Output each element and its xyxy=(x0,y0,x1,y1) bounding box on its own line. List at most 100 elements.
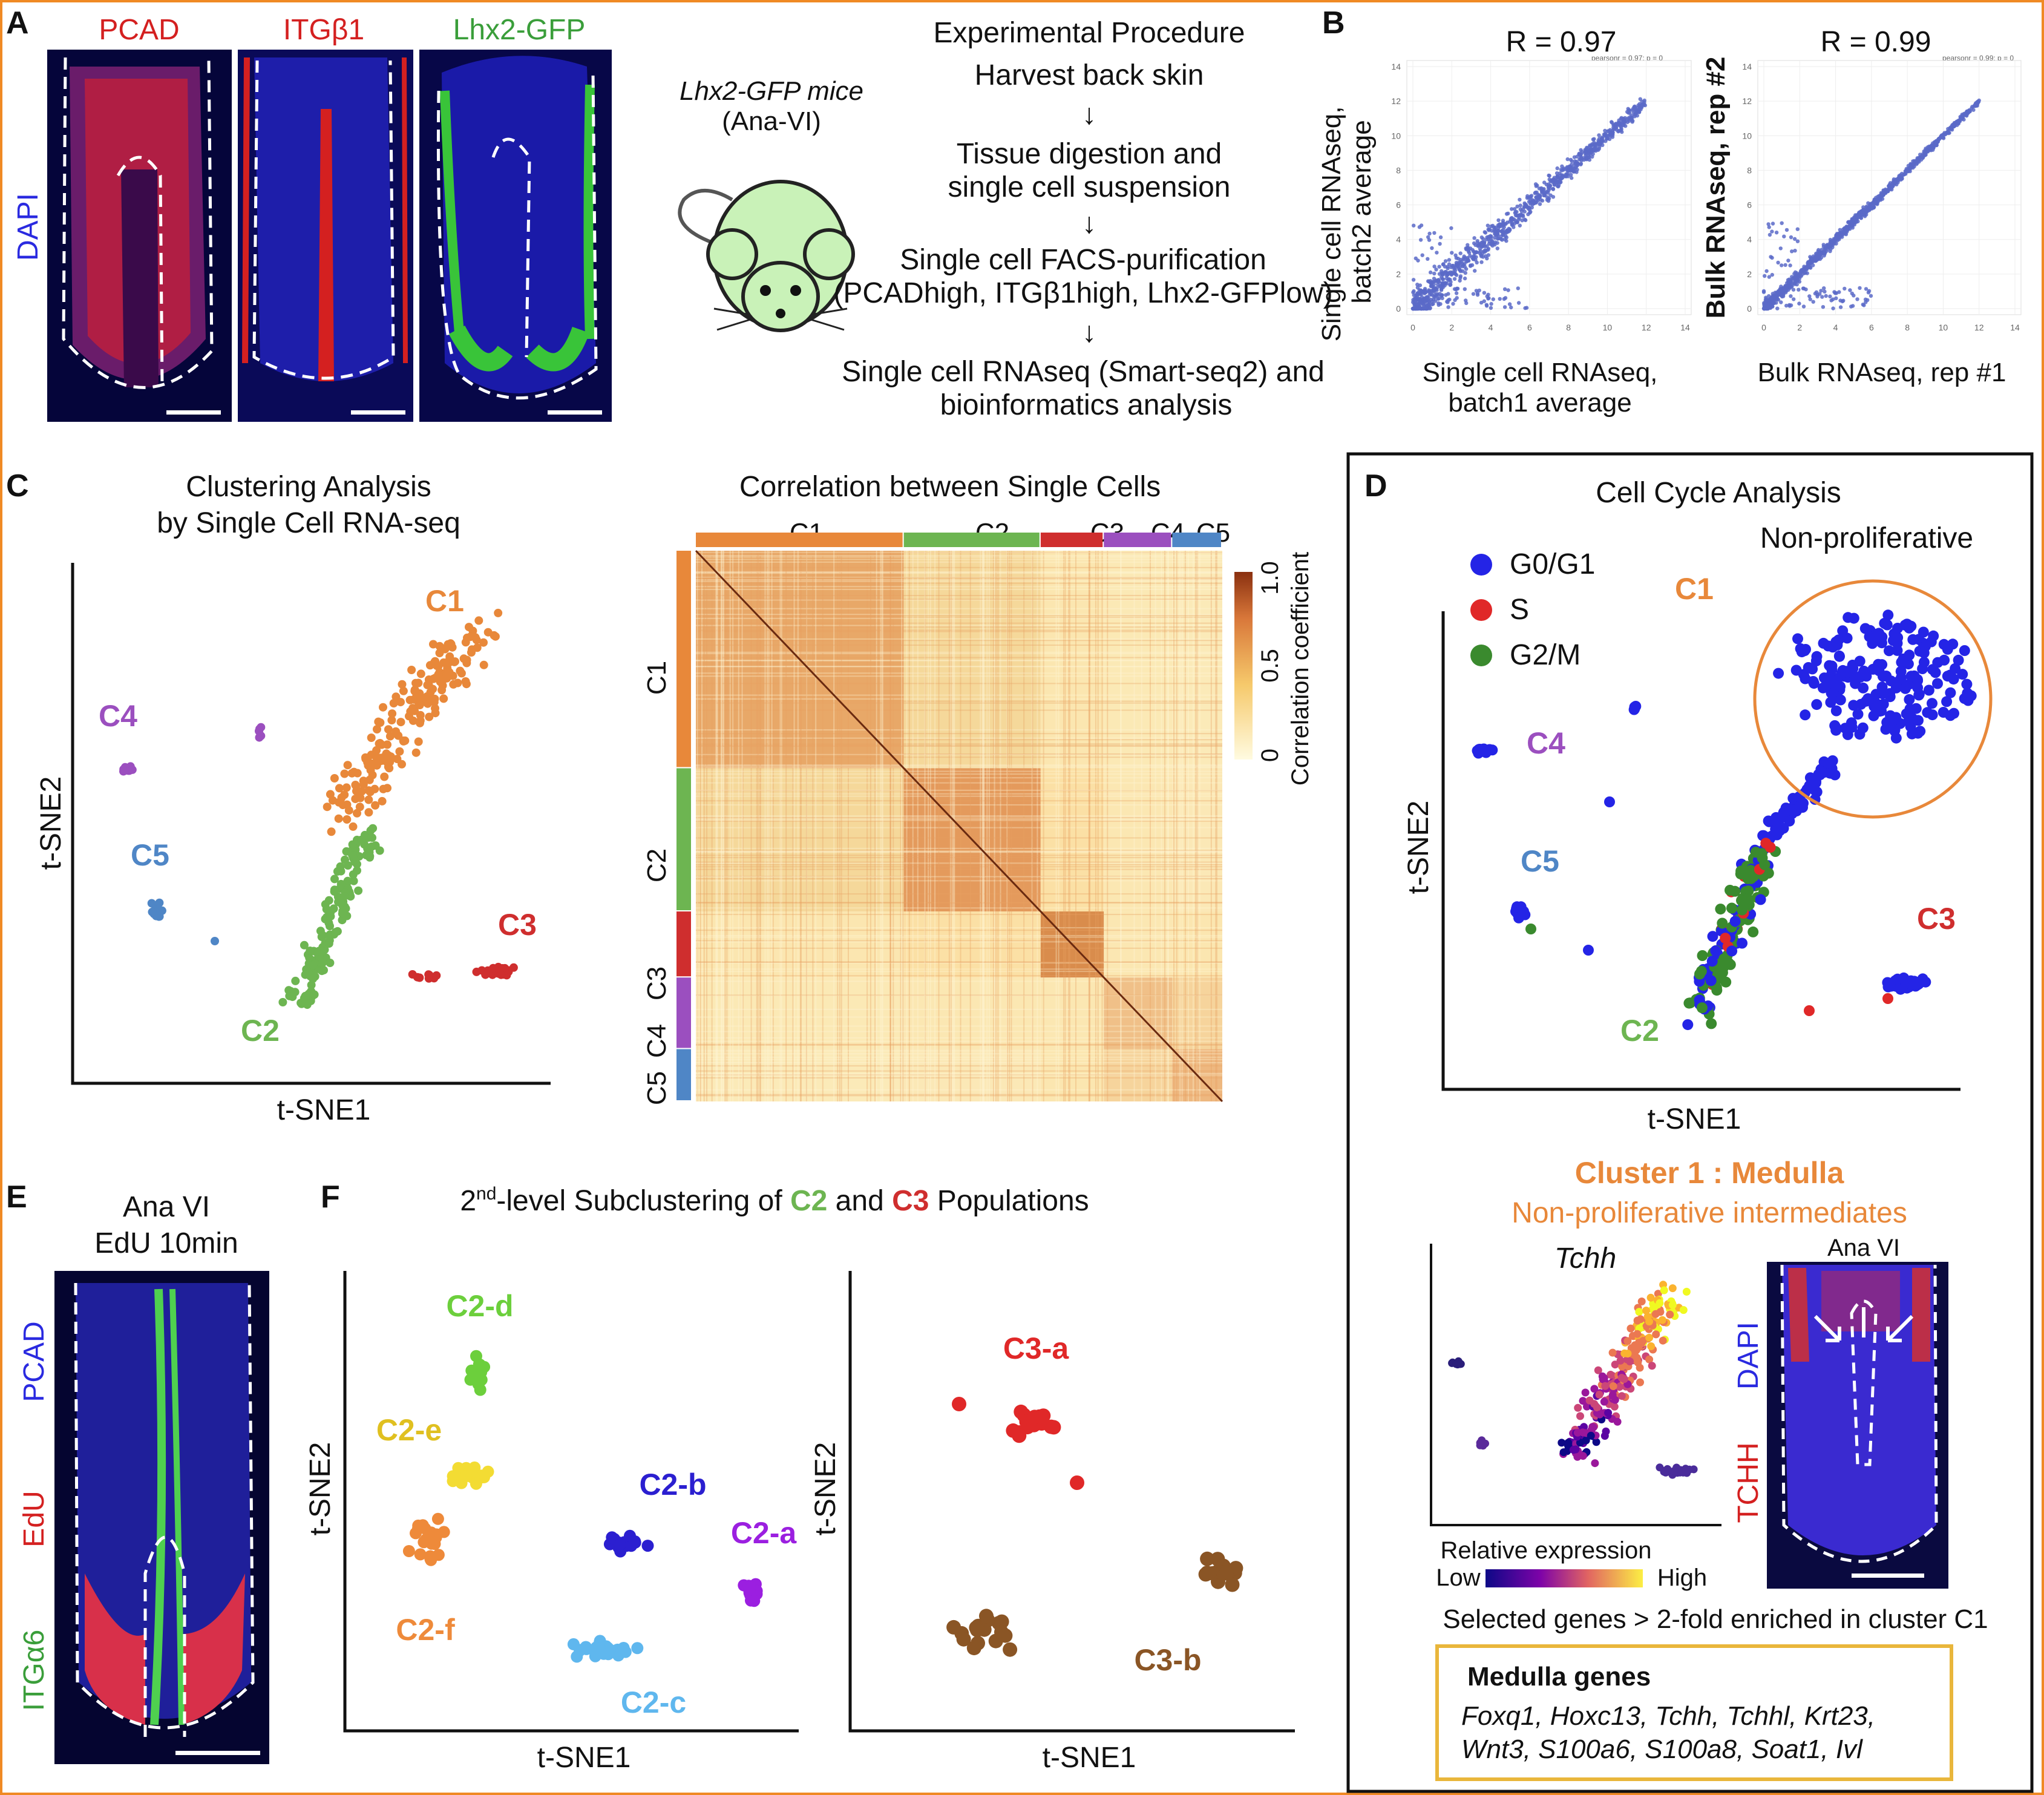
data-point xyxy=(1862,303,1866,307)
data-point xyxy=(1483,244,1487,249)
cell-point-g2m xyxy=(1706,1018,1717,1029)
data-point xyxy=(1591,137,1596,142)
expression-point xyxy=(1587,1431,1595,1440)
data-point xyxy=(1600,136,1605,140)
data-point xyxy=(1781,294,1786,298)
cell-point-g0g1 xyxy=(1918,657,1930,668)
cell-point-g0g1 xyxy=(1837,625,1849,637)
heatmap-stripe xyxy=(696,1070,1222,1072)
heatmap-stripe xyxy=(696,737,1222,739)
heatmap-stripe xyxy=(833,551,835,1101)
d-cluster-subtitle: Non-proliferative intermediates xyxy=(1512,1197,1907,1229)
heatmap-stripe xyxy=(696,753,1222,755)
tick-label: 4 xyxy=(1833,323,1838,332)
heatmap-stripe xyxy=(696,657,1222,658)
data-point xyxy=(1769,297,1773,301)
cell-point-g2m xyxy=(1736,894,1747,906)
data-point xyxy=(1764,269,1769,274)
d-title: Cell Cycle Analysis xyxy=(1596,477,1841,509)
data-point xyxy=(1432,282,1436,286)
heatmap-side-bar xyxy=(676,551,691,767)
data-point xyxy=(1622,119,1626,123)
data-point xyxy=(1447,258,1452,262)
medulla-genes-line2: Wnt3, S100a6, S100a8, Soat1, Ivl xyxy=(1461,1734,1863,1764)
heatmap-stripe xyxy=(726,551,728,1101)
data-point xyxy=(1487,237,1491,241)
data-point xyxy=(1816,248,1821,252)
data-point xyxy=(1451,301,1455,306)
cell-point-c1 xyxy=(465,623,473,632)
data-point xyxy=(1843,286,1847,291)
b1-xlabel-2: batch1 average xyxy=(1448,388,1631,418)
data-point xyxy=(1491,297,1495,301)
c-label-c2: C2 xyxy=(241,1014,280,1048)
cell-point-g0g1 xyxy=(1824,660,1835,671)
cell-point-c1 xyxy=(395,747,404,756)
data-point xyxy=(1533,200,1538,205)
heatmap-stripe xyxy=(1075,551,1076,1101)
data-point xyxy=(1445,281,1449,286)
data-point xyxy=(1434,278,1438,283)
data-point xyxy=(1770,272,1774,277)
heatmap-top-bar xyxy=(696,533,903,547)
data-point xyxy=(1941,136,1945,140)
cell-point-g0g1 xyxy=(1953,654,1964,666)
cell-point-c2 xyxy=(330,875,339,884)
cell-point-g0g1 xyxy=(1836,668,1847,679)
f2-xlabel: t-SNE1 xyxy=(1043,1742,1136,1774)
b2-xlabel: Bulk RNAseq, rep #1 xyxy=(1758,358,2006,387)
heatmap-stripe xyxy=(906,551,908,1101)
tick-label: 8 xyxy=(1905,323,1910,332)
data-point xyxy=(1479,235,1484,240)
data-point xyxy=(1554,179,1559,184)
heatmap-stripe xyxy=(696,683,1222,684)
cell-point-c1 xyxy=(349,822,358,831)
cell-point-g0g1 xyxy=(1513,912,1524,924)
cell-point-g0g1 xyxy=(1922,707,1933,718)
cell-point-c4 xyxy=(128,765,137,774)
legend-dot-g0g1 xyxy=(1470,554,1492,576)
data-point xyxy=(1542,193,1546,197)
cell-point-g0g1 xyxy=(1906,728,1918,740)
data-point xyxy=(1510,215,1514,220)
data-point xyxy=(1428,279,1433,283)
cell-point-c1 xyxy=(364,795,373,804)
cell-point-s xyxy=(1882,993,1893,1004)
heatmap-stripe xyxy=(696,971,1222,973)
data-point xyxy=(1420,253,1424,257)
cell-point-c1 xyxy=(330,774,339,783)
data-point xyxy=(1931,146,1936,150)
heatmap-stripe xyxy=(696,902,1222,904)
data-point xyxy=(1577,152,1581,157)
cell-point-g0g1 xyxy=(1854,729,1865,740)
medulla-genes-line1: Foxq1, Hoxc13, Tchh, Tchhl, Krt23, xyxy=(1461,1701,1875,1731)
data-point xyxy=(1868,205,1872,209)
d-dapi-label: DAPI xyxy=(1732,1322,1764,1390)
data-point xyxy=(1414,296,1419,301)
heatmap-stripe xyxy=(696,862,1222,864)
heatmap-stripe xyxy=(779,551,781,1101)
expression-point xyxy=(1579,1452,1587,1460)
heatmap-stripe xyxy=(696,1016,1222,1018)
tick-label: 10 xyxy=(1603,323,1613,332)
data-point xyxy=(1498,222,1502,226)
heatmap-stripe xyxy=(696,608,1222,609)
cell-point-g0g1 xyxy=(1910,703,1922,714)
data-point xyxy=(1542,180,1547,185)
heatmap-stripe xyxy=(805,551,807,1101)
cell-point-c1 xyxy=(396,698,405,707)
cell-point-c1 xyxy=(352,781,361,790)
cell-point-c1 xyxy=(407,666,416,674)
heatmap-stripe xyxy=(716,551,718,1101)
heatmap-stripe xyxy=(1095,551,1096,1101)
cell-point-g2m xyxy=(1694,968,1705,980)
cell-point-c2c xyxy=(619,1646,632,1658)
cell-point-g0g1 xyxy=(1629,703,1640,714)
data-point xyxy=(1454,287,1458,292)
expression-point xyxy=(1636,1378,1644,1386)
cell-point-g0g1 xyxy=(1792,803,1803,815)
heatmap-stripe xyxy=(696,1077,1222,1079)
data-point xyxy=(1418,238,1423,242)
data-point xyxy=(1627,108,1631,113)
cell-point-c1 xyxy=(429,640,437,649)
